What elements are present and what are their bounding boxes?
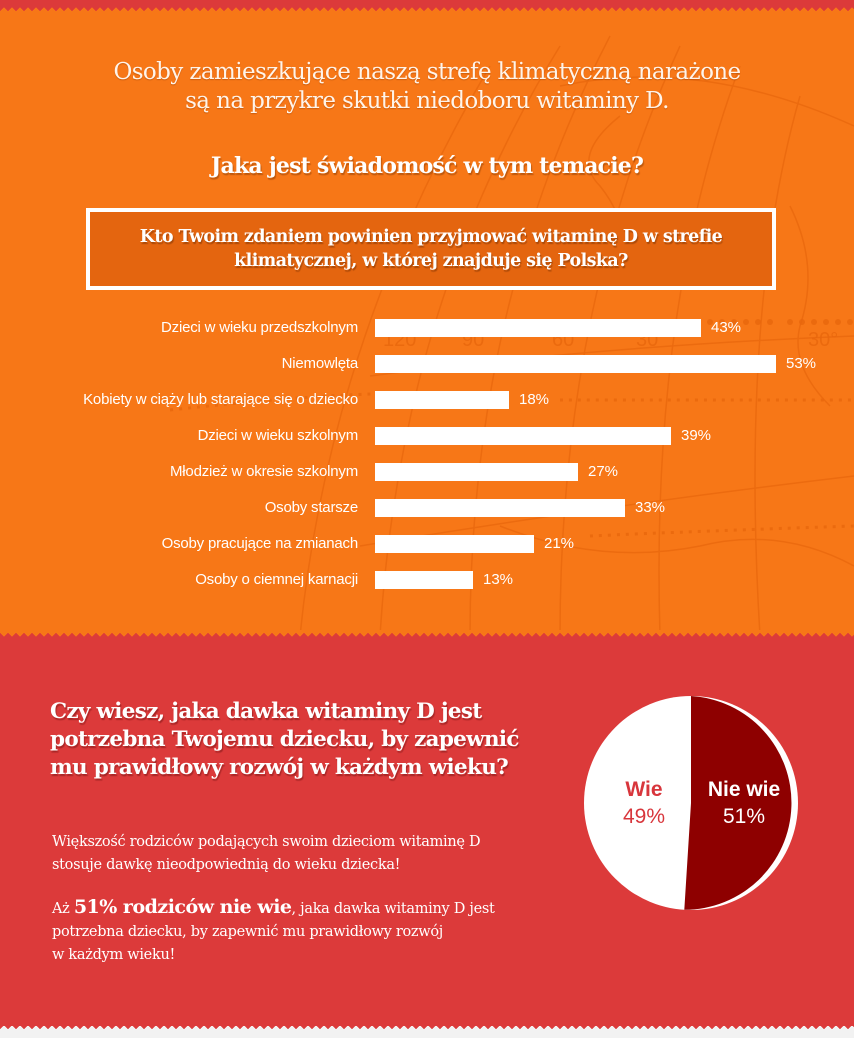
bar-row: Młodzież w okresie szkolnym 27% xyxy=(0,462,854,482)
bar-value: 53% xyxy=(786,355,817,372)
bar-value: 39% xyxy=(681,427,712,444)
bar-row: Osoby pracujące na zmianach 21% xyxy=(0,534,854,554)
bar-row: Niemowlęta 53% xyxy=(0,354,854,374)
bar-chart-question-box: Kto Twoim zdaniem powinien przyjmować wi… xyxy=(86,208,776,290)
dose-question-heading: Czy wiesz, jaka dawka witaminy D jest po… xyxy=(50,698,550,782)
pie-label-name: Nie wie xyxy=(707,778,781,801)
bar xyxy=(375,463,578,481)
bar-label: Osoby o ciemnej karnacji xyxy=(195,571,358,588)
dose-question-line-2: potrzebna Twojemu dziecku, by zapewnić xyxy=(50,727,519,752)
bar xyxy=(375,535,534,553)
paragraph-line: Większość rodziców podających swoim dzie… xyxy=(52,834,481,850)
paragraph-line: stosuje dawkę nieodpowiednią do wieku dz… xyxy=(52,857,401,873)
question-line-2: klimatycznej, w której znajduje się Pols… xyxy=(234,251,628,271)
pie-label-nie-wie: Nie wie 51% xyxy=(694,776,794,830)
paragraph-line: w każdym wieku! xyxy=(52,947,176,963)
pie-label-name: Wie xyxy=(625,778,663,801)
subheading: Jaka jest świadomość w tym temacie? xyxy=(210,153,644,179)
paragraph-prefix: Aż xyxy=(52,901,74,917)
bar-label: Osoby pracujące na zmianach xyxy=(161,535,359,552)
paragraph-line: Aż 51% rodziców nie wie, jaka dawka wita… xyxy=(52,896,552,921)
bar xyxy=(375,391,509,409)
pie-label-value: 51% xyxy=(722,805,766,828)
bar-value: 21% xyxy=(544,535,575,552)
dose-paragraph-2: Aż 51% rodziców nie wie, jaka dawka wita… xyxy=(52,896,552,967)
top-border-strip xyxy=(0,0,854,10)
bar-label: Dzieci w wieku przedszkolnym xyxy=(161,319,358,336)
bar xyxy=(375,571,473,589)
paragraph-line: potrzebna dziecku, by zapewnić mu prawid… xyxy=(52,924,443,940)
intro-line-2: są na przykre skutki niedoboru witaminy … xyxy=(185,88,669,114)
pie-label-wie: Wie 49% xyxy=(600,776,688,830)
bar-value: 27% xyxy=(588,463,619,480)
bar-label: Niemowlęta xyxy=(281,355,359,372)
intro-text: Osoby zamieszkujące naszą strefę klimaty… xyxy=(0,58,854,116)
pie-label-value: 49% xyxy=(622,805,666,828)
zigzag-edge xyxy=(0,630,854,638)
intro-line-1: Osoby zamieszkujące naszą strefę klimaty… xyxy=(113,59,741,85)
bar-value: 33% xyxy=(635,499,666,516)
bar xyxy=(375,319,701,337)
dose-question-line-3: mu prawidłowy rozwój w każdym wieku? xyxy=(50,755,509,780)
pie-slice-nie-wie xyxy=(684,696,792,910)
awareness-section: 120 90 60 30 30° Osoby zamieszkujące nas… xyxy=(0,6,854,636)
zigzag-edge xyxy=(0,6,854,14)
bar-row: Dzieci w wieku szkolnym 39% xyxy=(0,426,854,446)
bar-label: Młodzież w okresie szkolnym xyxy=(170,463,358,480)
dose-question-line-1: Czy wiesz, jaka dawka witaminy D jest xyxy=(50,699,482,724)
question-line-1: Kto Twoim zdaniem powinien przyjmować wi… xyxy=(139,227,723,247)
bar-value: 18% xyxy=(519,391,550,408)
bar-row: Kobiety w ciąży lub starające się o dzie… xyxy=(0,390,854,410)
highlight-stat: 51% rodziców nie wie xyxy=(73,896,292,918)
dose-knowledge-section: Czy wiesz, jaka dawka witaminy D jest po… xyxy=(0,630,854,1032)
bar xyxy=(375,427,671,445)
bar-value: 13% xyxy=(483,571,514,588)
bar xyxy=(375,355,776,373)
bar xyxy=(375,499,625,517)
pie-chart xyxy=(584,696,798,910)
bar-row: Osoby o ciemnej karnacji 13% xyxy=(0,570,854,590)
paragraph-rest: , jaka dawka witaminy D jest xyxy=(291,901,495,917)
zigzag-edge xyxy=(0,1024,854,1032)
bar-row: Osoby starsze 33% xyxy=(0,498,854,518)
dose-paragraph-1: Większość rodziców podających swoim dzie… xyxy=(52,831,552,877)
bar-label: Osoby starsze xyxy=(264,499,358,516)
bar-label: Dzieci w wieku szkolnym xyxy=(197,427,359,444)
bar-label: Kobiety w ciąży lub starające się o dzie… xyxy=(83,391,358,408)
bar-row: Dzieci w wieku przedszkolnym 43% xyxy=(0,318,854,338)
bar-value: 43% xyxy=(711,319,742,336)
